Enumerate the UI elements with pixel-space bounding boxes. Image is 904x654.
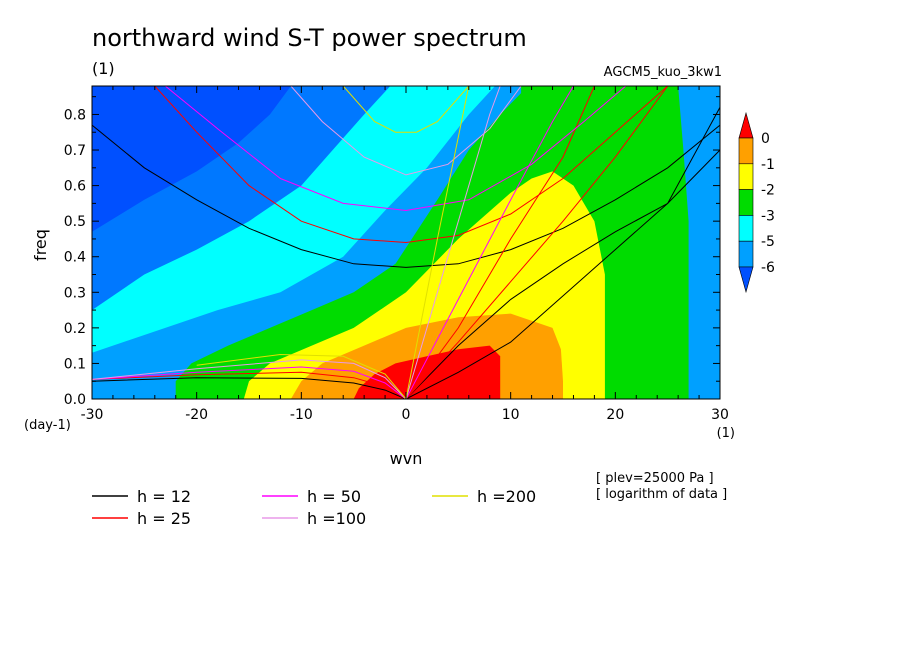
colorbar-label: -6 bbox=[761, 260, 775, 276]
dispersion-curve-h200-14 bbox=[342, 86, 470, 133]
x-tick-label: 20 bbox=[606, 407, 624, 423]
colorbar-segment bbox=[738, 189, 754, 216]
legend-label: h =100 bbox=[307, 509, 366, 528]
y-tick-label: 0.4 bbox=[64, 250, 86, 266]
colorbar-segment bbox=[738, 137, 754, 165]
colorbar: 0 -1 -2 -3 -5 -6 bbox=[738, 111, 775, 294]
colorbar-label: -5 bbox=[761, 234, 775, 250]
title-units: (1) bbox=[92, 59, 115, 78]
notes: [ plev=25000 Pa ][ logarithm of data ] bbox=[596, 471, 727, 502]
colorbar-label: -2 bbox=[761, 183, 775, 199]
dispersion-curve-h25-4 bbox=[154, 86, 669, 244]
x-tick-label: 30 bbox=[711, 407, 729, 423]
y-axis-units: (day-1) bbox=[24, 418, 71, 433]
dispersion-curve-h25-7 bbox=[405, 86, 595, 399]
y-tick-label: 0.7 bbox=[64, 143, 86, 159]
dispersion-curve-h12-0 bbox=[92, 124, 720, 268]
legend-label: h =200 bbox=[477, 487, 536, 506]
note-text: [ logarithm of data ] bbox=[596, 487, 727, 502]
y-tick-label: 0.1 bbox=[64, 356, 86, 372]
y-tick-label: 0.5 bbox=[64, 214, 86, 230]
colorbar-bottom-arrow bbox=[738, 266, 754, 294]
dispersion-curve-h12-1 bbox=[92, 377, 407, 399]
dispersion-curve-h50-8 bbox=[164, 86, 627, 212]
y-tick-label: 0.6 bbox=[64, 179, 86, 195]
dispersion-curve-h200-16 bbox=[405, 86, 470, 399]
legend-label: h = 12 bbox=[137, 487, 191, 506]
x-axis-units: (1) bbox=[717, 426, 735, 441]
y-tick-label: 0.8 bbox=[64, 107, 86, 123]
axis-ticks: -30 -20 -10 0 10 20 30 0.0 0.1 0.2 0.3 0.4 0.5 0.6 0.7… bbox=[64, 86, 729, 423]
colorbar-segment bbox=[738, 215, 754, 242]
y-axis-label: freq bbox=[31, 229, 50, 261]
y-tick-label: 0.2 bbox=[64, 321, 86, 337]
legend-label: h = 25 bbox=[137, 509, 191, 528]
colorbar-segment bbox=[738, 163, 754, 190]
x-tick-label: 10 bbox=[502, 407, 520, 423]
dispersion-curve-h50-9 bbox=[92, 366, 407, 399]
y-tick-label: 0.0 bbox=[64, 392, 86, 408]
dispersion-curve-h25-6 bbox=[405, 86, 669, 399]
colorbar-top-arrow bbox=[738, 111, 754, 139]
x-axis-label: wvn bbox=[390, 449, 423, 468]
x-tick-label: -10 bbox=[290, 407, 313, 423]
dispersion-curve-h100-13 bbox=[405, 86, 501, 399]
x-tick-label: -20 bbox=[185, 407, 208, 423]
x-tick-label: 0 bbox=[402, 407, 411, 423]
experiment-label: AGCM5_kuo_3kw1 bbox=[604, 65, 722, 80]
dispersion-curve-h50-10 bbox=[405, 86, 574, 399]
contour-fill-4 bbox=[92, 86, 291, 232]
y-tick-label: 0.3 bbox=[64, 285, 86, 301]
colorbar-label: -1 bbox=[761, 157, 775, 173]
colorbar-segment bbox=[738, 240, 754, 268]
colorbar-label: 0 bbox=[761, 131, 770, 147]
legend: h = 12 h = 25 h = 50 h =100 h =200 bbox=[92, 487, 536, 528]
dispersion-curve-h25-5 bbox=[92, 371, 407, 399]
legend-label: h = 50 bbox=[307, 487, 361, 506]
x-tick-label: -30 bbox=[81, 407, 104, 423]
note-text: [ plev=25000 Pa ] bbox=[596, 471, 714, 486]
dispersion-curves bbox=[92, 86, 720, 399]
dispersion-curve-h12-3 bbox=[405, 107, 720, 399]
dispersion-curve-h100-12 bbox=[92, 359, 407, 399]
dispersion-curve-h200-15 bbox=[196, 353, 407, 399]
chart-title: northward wind S-T power spectrum bbox=[92, 24, 527, 52]
contour-fill--2 bbox=[353, 345, 501, 399]
colorbar-label: -3 bbox=[761, 208, 775, 224]
dispersion-curve-h100-11 bbox=[290, 86, 522, 176]
